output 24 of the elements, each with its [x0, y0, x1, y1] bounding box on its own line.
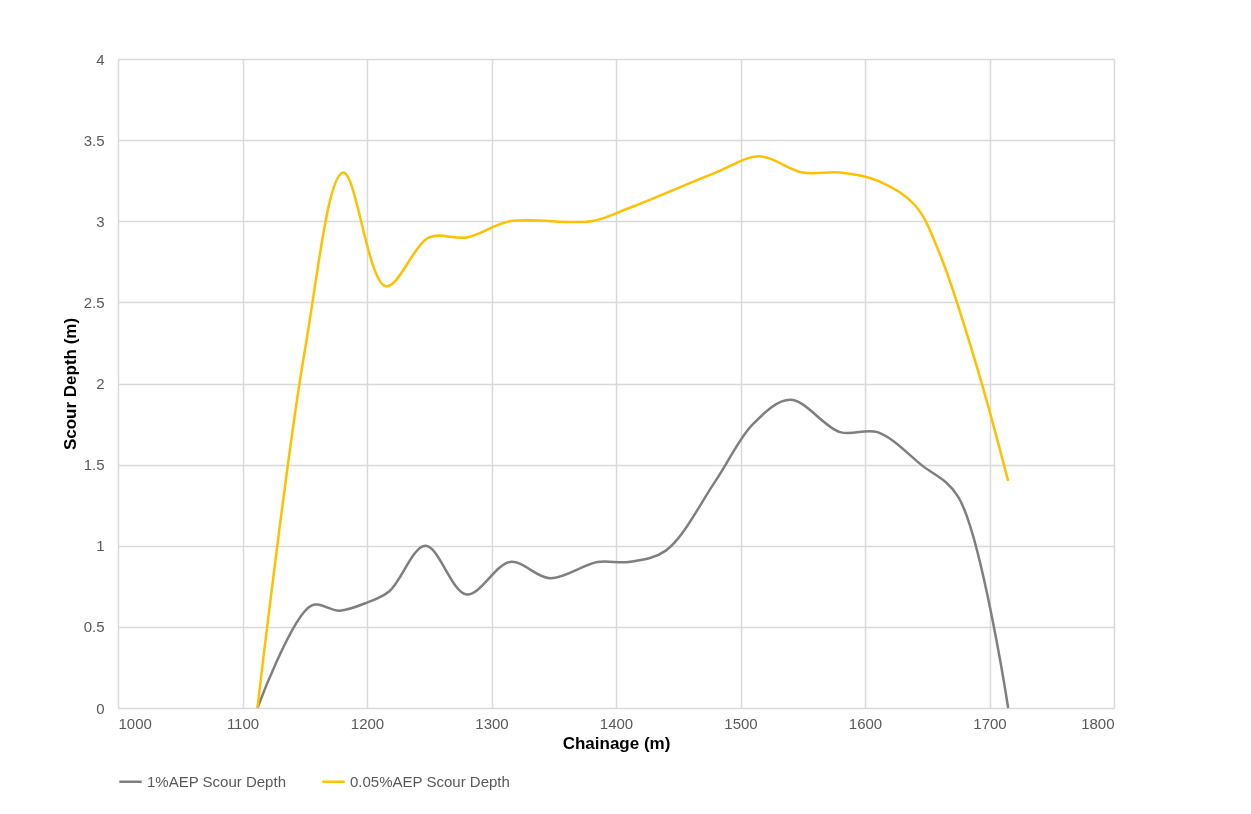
- y-tick-label: 3.5: [83, 131, 105, 149]
- y-tick-label: 0.5: [83, 618, 105, 636]
- y-tick-label: 1.5: [83, 456, 105, 474]
- legend-label: 1%AEP Scour Depth: [147, 772, 286, 790]
- line-series: [256, 155, 1010, 710]
- legend-label: 0.05%AEP Scour Depth: [350, 772, 510, 790]
- y-tick-label: 4: [96, 50, 105, 68]
- y-tick-label: 2: [96, 375, 105, 392]
- y-tick-label: 2.5: [83, 293, 105, 311]
- line-series: [256, 398, 1010, 710]
- x-tick-label: 1300: [475, 714, 509, 732]
- x-tick-label: 1600: [848, 714, 883, 732]
- x-tick-label: 1800: [1081, 714, 1115, 732]
- y-tick-label: 3: [96, 212, 105, 230]
- x-tick-label: 1700: [973, 714, 1007, 732]
- x-axis-title: Chainage (m): [562, 733, 671, 753]
- x-tick-label: 1000: [118, 714, 152, 732]
- y-tick-label: 0: [96, 699, 105, 717]
- y-tick-label: 1: [96, 537, 105, 555]
- x-tick-label: 1400: [599, 714, 634, 732]
- y-axis-title: Scour Depth (m): [60, 317, 80, 451]
- x-tick-label: 1500: [724, 714, 758, 732]
- x-tick-label: 1100: [226, 714, 260, 732]
- x-tick-label: 1200: [350, 714, 385, 732]
